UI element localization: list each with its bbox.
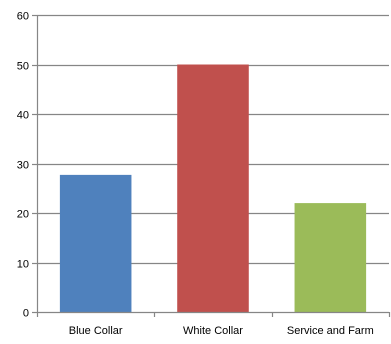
y-tick-label-30: 30 <box>17 160 29 172</box>
bar-service-and-farm <box>294 203 367 312</box>
bars <box>59 64 367 312</box>
y-tick-label-40: 40 <box>17 110 29 122</box>
y-tick-label-10: 10 <box>17 259 29 271</box>
y-tick-label-60: 60 <box>17 11 29 23</box>
x-tick-label-service-and-farm: Service and Farm <box>287 325 374 337</box>
y-tick-label-50: 50 <box>17 61 29 73</box>
axes <box>32 14 391 317</box>
bar-blue-collar <box>59 174 132 312</box>
x-tick-labels: Blue Collar White Collar Service and Farm <box>69 325 374 337</box>
x-tick-label-blue-collar: Blue Collar <box>69 325 123 337</box>
y-tick-labels: 0 10 20 30 40 50 60 <box>17 11 29 320</box>
y-tick-label-20: 20 <box>17 209 29 221</box>
y-tick-label-0: 0 <box>23 308 29 320</box>
x-tick-label-white-collar: White Collar <box>183 325 243 337</box>
bar-white-collar <box>177 64 249 312</box>
